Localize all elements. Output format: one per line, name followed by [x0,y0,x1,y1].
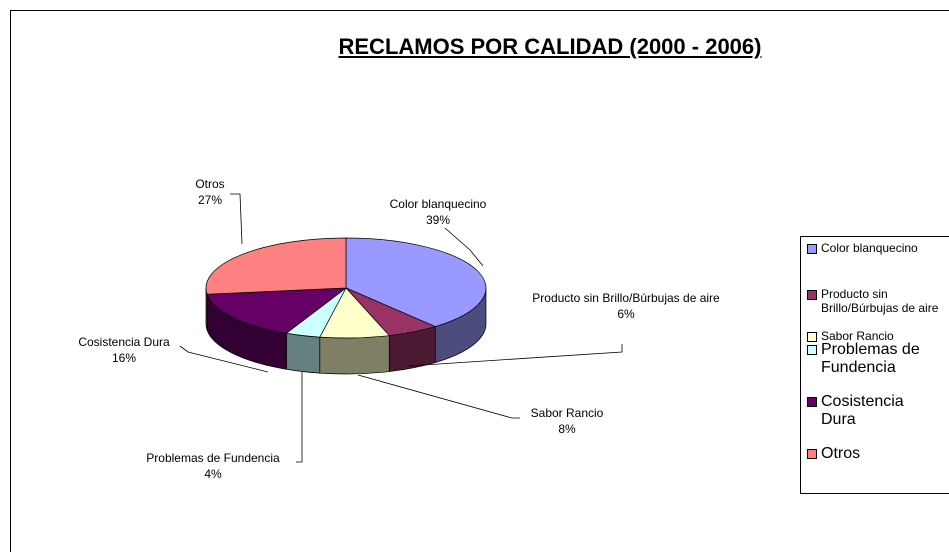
leader-line [407,344,623,367]
pie-slice [345,237,487,327]
legend-entry: Cosistencia Dura [807,393,947,429]
data-label-value: 39% [425,213,451,227]
chart-border [10,10,949,552]
leader-line [179,345,269,373]
data-label-value: 16% [111,351,137,365]
data-label-category: Sabor Rancio [530,406,604,420]
data-label-category: Otros [195,177,225,191]
data-label-value: 4% [204,467,222,481]
legend: Color blanquecino Producto sin Brillo/Búr… [800,236,949,494]
legend-swatch [807,397,817,407]
data-label-value: 6% [617,307,635,321]
legend-swatch [807,332,817,342]
legend-entry: Producto sin Brillo/Búrbujas de aire [807,287,947,315]
legend-label: Cosistencia Dura [821,393,904,428]
data-label: Otros 27% [160,176,260,208]
data-label-value: 27% [197,193,223,207]
pie-side [286,332,321,374]
legend-swatch [807,290,817,300]
data-label-category: Producto sin Brillo/Búrbujas de aire [532,291,720,305]
data-label: Producto sin Brillo/Búrbujas de aire 6% [526,290,726,322]
legend-label: Color blanquecino [821,241,918,255]
data-label: Cosistencia Dura 16% [44,334,204,366]
leader-line [296,372,303,463]
legend-entry: Problemas de Fundencia [807,341,947,377]
leader-line [230,193,243,245]
data-label-category: Cosistencia Dura [78,335,170,349]
pie-slice [206,287,348,334]
legend-swatch [807,345,817,355]
legend-swatch [807,449,817,459]
leader-line [444,227,484,267]
chart-title: RECLAMOS POR CALIDAD (2000 - 2006) [338,34,762,59]
pie-slice [205,237,347,295]
legend-entry: Otros [807,445,947,463]
data-label-category: Problemas de Fundencia [146,451,280,465]
legend-entry: Color blanquecino [807,241,947,255]
legend-swatch [807,244,817,254]
legend-label: Producto sin Brillo/Búrbujas de aire [821,287,939,315]
data-label: Sabor Rancio 8% [517,405,617,437]
legend-label: Problemas de Fundencia [821,341,920,376]
pie-side [319,335,390,375]
data-label: Problemas de Fundencia 4% [113,450,313,482]
legend-label: Sabor Rancio [821,329,894,343]
leader-line [357,374,520,419]
data-label: Color blanquecino 39% [388,196,488,228]
data-label-category: Color blanquecino [389,197,487,211]
legend-entry: Sabor Rancio [807,329,947,343]
legend-label: Otros [821,445,861,462]
data-label-value: 8% [558,422,576,436]
